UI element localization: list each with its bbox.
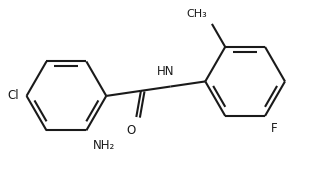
Text: F: F	[271, 122, 278, 135]
Text: NH₂: NH₂	[92, 139, 115, 152]
Text: CH₃: CH₃	[186, 9, 207, 19]
Text: Cl: Cl	[8, 89, 19, 102]
Text: O: O	[127, 124, 136, 137]
Text: HN: HN	[157, 65, 174, 78]
